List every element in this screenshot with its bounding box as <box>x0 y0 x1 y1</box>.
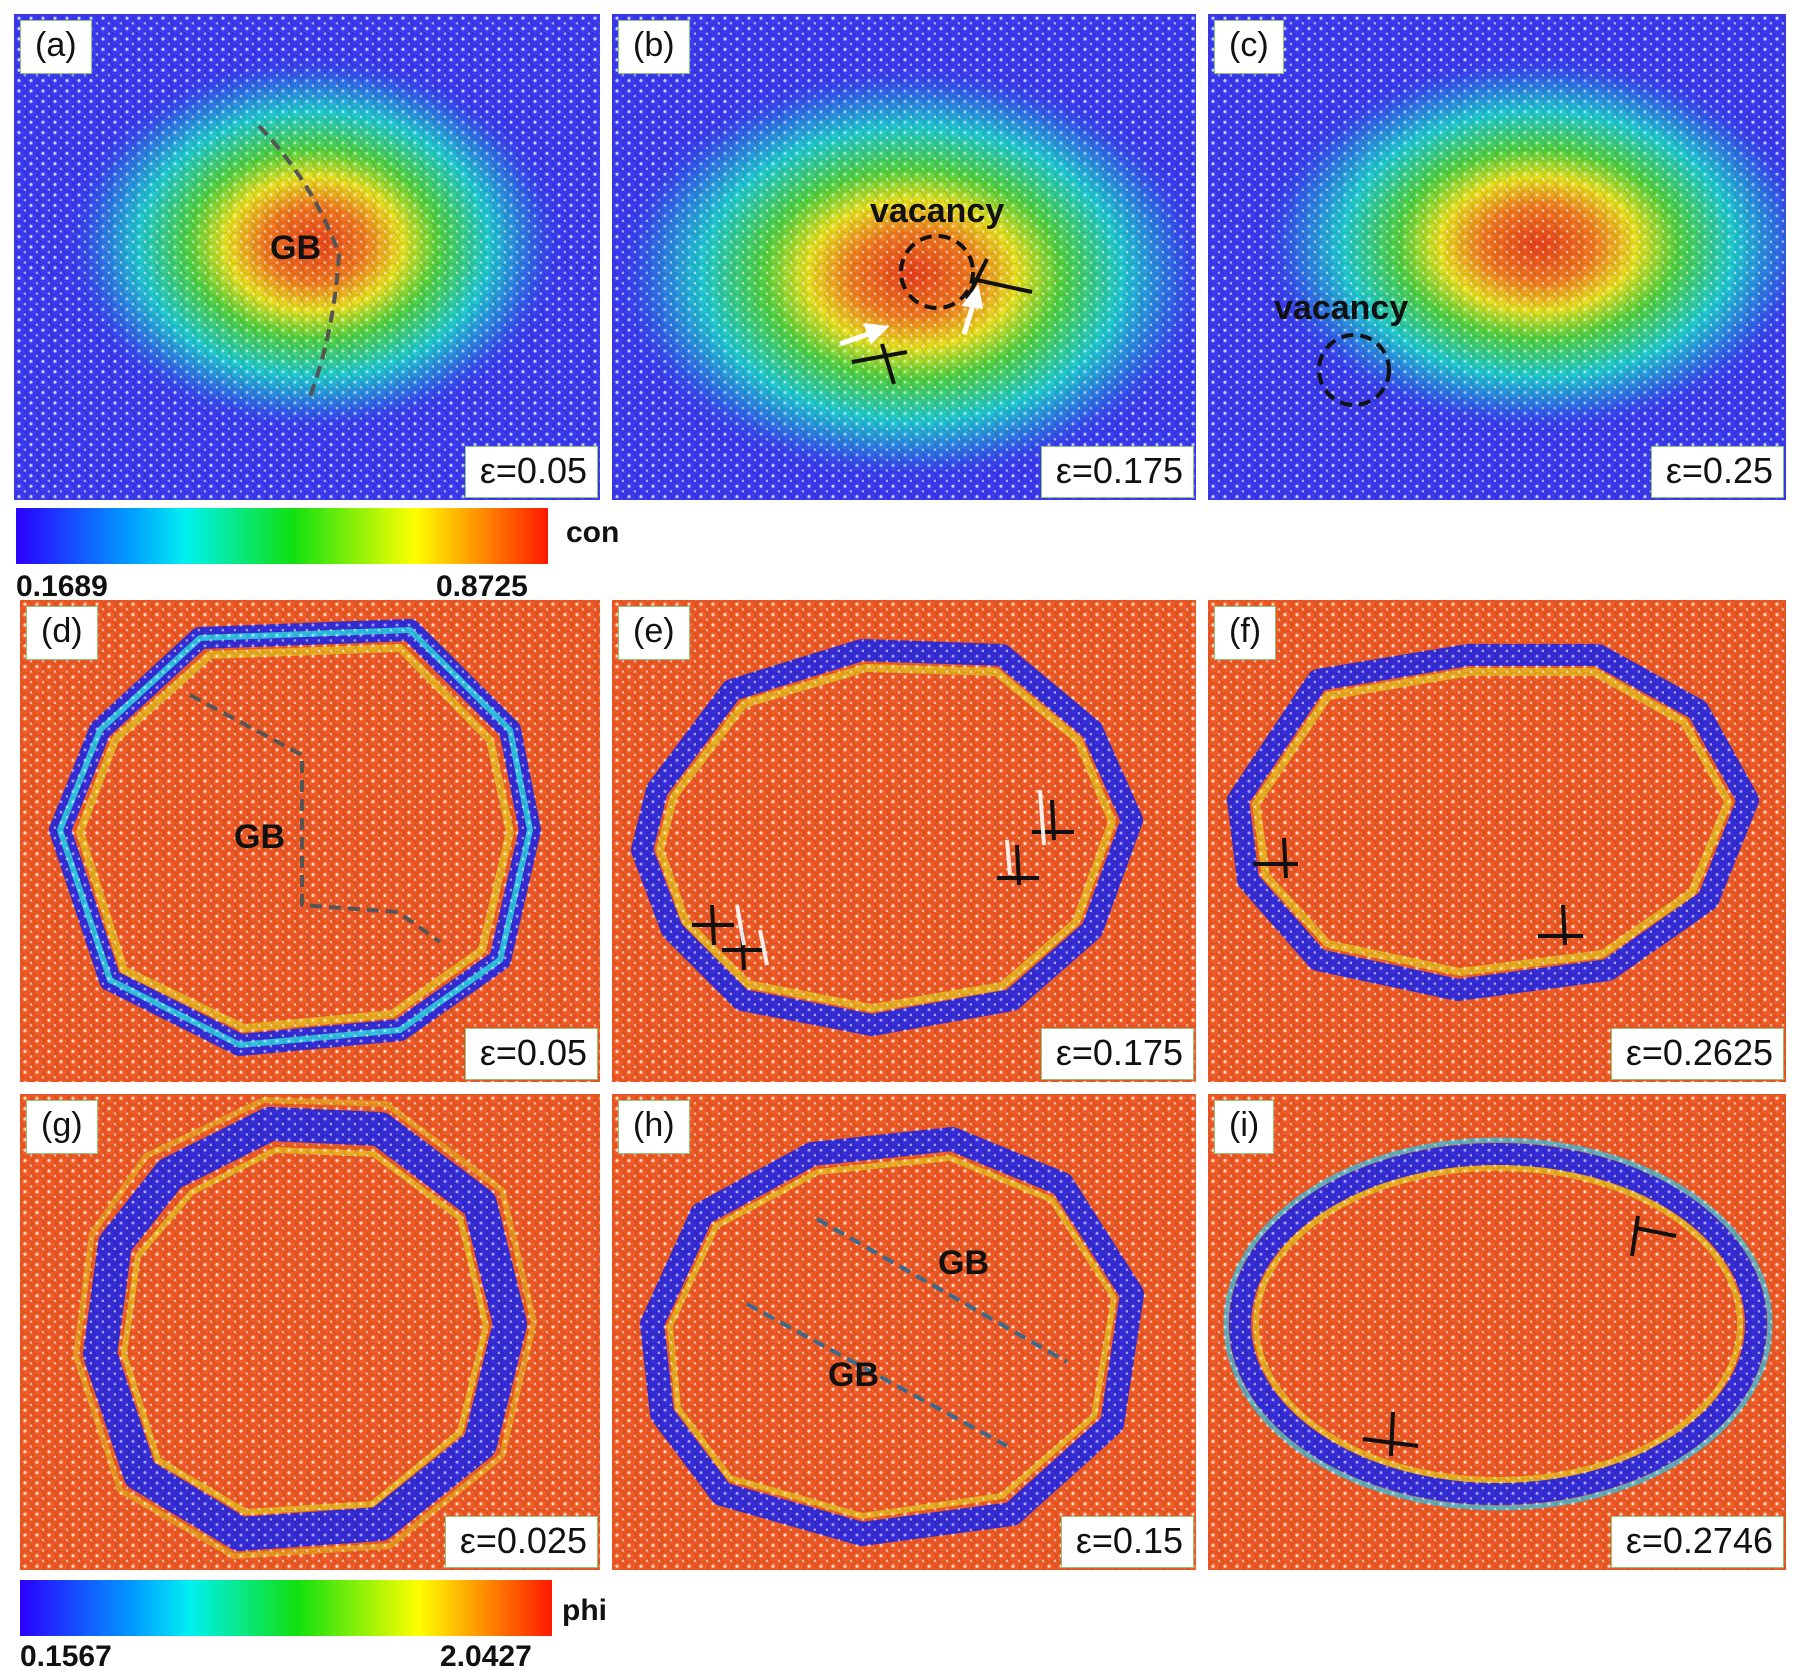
strain-label: ε=0.25 <box>1650 446 1784 498</box>
gb-label: GB <box>270 229 321 267</box>
panel-c: (c) vacancy ε=0.25 <box>1208 14 1786 500</box>
dislocation-symbol <box>692 904 734 946</box>
colorbar-gradient <box>20 1580 552 1636</box>
panel-g: (g) ε=0.025 <box>20 1094 600 1570</box>
strain-label: ε=0.175 <box>1040 1028 1194 1080</box>
atom-lattice-image <box>1208 1094 1786 1570</box>
colorbar-title: phi <box>562 1594 607 1627</box>
atom-lattice-image <box>612 14 1196 500</box>
atom-lattice-image <box>612 600 1196 1082</box>
panel-e: (e) ε=0.175 <box>612 600 1196 1082</box>
gb-dashed-line <box>257 124 342 400</box>
gb-label: GB <box>938 1244 989 1282</box>
colorbar-title: con <box>566 516 620 549</box>
gb-dashed-line <box>816 1217 1068 1364</box>
strain-label: ε=0.2746 <box>1610 1516 1784 1568</box>
strain-label: ε=0.15 <box>1060 1516 1194 1568</box>
strain-label: ε=0.2625 <box>1610 1028 1784 1080</box>
colorbar-min: 0.1689 <box>16 570 108 603</box>
colorbar-gradient <box>16 508 548 564</box>
strain-label: ε=0.025 <box>444 1516 598 1568</box>
gb-dashed-line <box>189 693 442 944</box>
dislocation-symbol <box>997 844 1039 886</box>
dislocation-symbol <box>1630 1215 1677 1257</box>
atom-lattice-image <box>1208 600 1786 1082</box>
panel-label: (c) <box>1214 20 1284 74</box>
panel-label: (e) <box>618 606 690 660</box>
dislocation-symbol <box>1362 1411 1419 1457</box>
atom-lattice-image <box>20 600 600 1082</box>
panel-label: (d) <box>26 606 98 660</box>
panel-i: (i) ε=0.2746 <box>1208 1094 1786 1570</box>
atom-lattice-image <box>1208 14 1786 500</box>
panel-label: (i) <box>1214 1100 1275 1154</box>
colorbar-max: 2.0427 <box>440 1640 532 1673</box>
atom-lattice-image <box>20 1094 600 1570</box>
strain-label: ε=0.175 <box>1040 446 1194 498</box>
panel-f: (f) ε=0.2625 <box>1208 600 1786 1082</box>
colorbar-con: con 0.1689 0.8725 <box>16 508 636 608</box>
colorbar-min: 0.1567 <box>20 1640 112 1673</box>
panel-h: (h) GB GB ε=0.15 <box>612 1094 1196 1570</box>
vacancy-label: vacancy <box>870 192 1005 230</box>
vacancy-label: vacancy <box>1274 289 1409 327</box>
colorbar-max: 0.8725 <box>436 570 528 603</box>
dislocation-symbol <box>1253 837 1298 879</box>
panel-label: (a) <box>20 20 92 74</box>
panel-label: (b) <box>618 20 690 74</box>
panel-label: (h) <box>618 1100 690 1154</box>
vacancy-circle <box>899 234 975 310</box>
arrow-icon <box>961 284 984 335</box>
gb-label: GB <box>828 1356 879 1394</box>
dislocation-symbol <box>965 258 1033 300</box>
panel-label: (f) <box>1214 606 1277 660</box>
arrow-icon <box>839 323 890 347</box>
atom-lattice-image <box>612 1094 1196 1570</box>
strain-label: ε=0.05 <box>464 446 598 498</box>
gb-label: GB <box>234 818 285 856</box>
dislocation-symbol <box>851 343 908 385</box>
vacancy-circle <box>1317 333 1391 407</box>
colorbar-phi: phi 0.1567 2.0427 <box>20 1580 640 1679</box>
dislocation-symbol <box>1032 799 1074 841</box>
gb-dashed-line <box>746 1302 1008 1448</box>
panel-b: (b) vacancy ε=0.175 <box>612 14 1196 500</box>
panel-label: (g) <box>26 1100 98 1154</box>
strain-label: ε=0.05 <box>464 1028 598 1080</box>
panel-d: (d) GB ε=0.05 <box>20 600 600 1082</box>
dislocation-symbol <box>1538 904 1583 946</box>
atom-lattice-image <box>14 14 600 500</box>
panel-a: (a) GB ε=0.05 <box>14 14 600 500</box>
